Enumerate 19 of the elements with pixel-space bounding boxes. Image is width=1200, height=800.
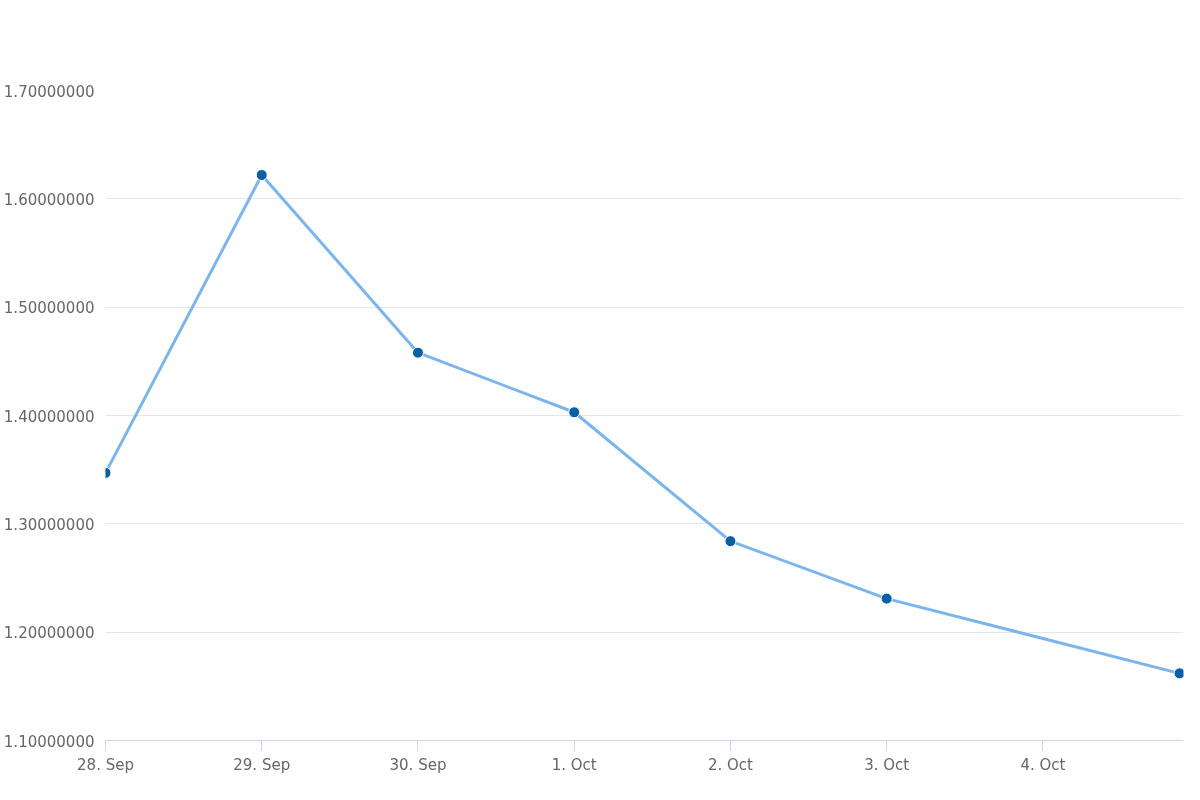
point [568, 406, 581, 419]
y-tick-label: 1.40000000 [3, 407, 95, 426]
x-tick-label: 1. Oct [551, 755, 597, 774]
y-tick-label: 1.70000000 [3, 82, 95, 101]
point [255, 169, 268, 181]
y-tick-label: 1.30000000 [3, 515, 95, 534]
x-tick-label: 3. Oct [864, 755, 910, 774]
x-tick-label: 2. Oct [707, 755, 754, 774]
point [880, 592, 893, 605]
point [411, 346, 424, 359]
y-tick-label: 1.10000000 [3, 732, 95, 751]
y-tick-label: 1.60000000 [3, 190, 95, 209]
y-tick-label: 1.20000000 [3, 624, 95, 643]
x-tick-label: 4. Oct [1020, 755, 1066, 774]
x-tick-label: 29. Sep [233, 755, 291, 774]
x-tick-label: 28. Sep [77, 755, 134, 774]
y-tick-label: 1.50000000 [3, 299, 95, 318]
point [724, 535, 737, 548]
x-tick-label: 30. Sep [389, 755, 447, 774]
